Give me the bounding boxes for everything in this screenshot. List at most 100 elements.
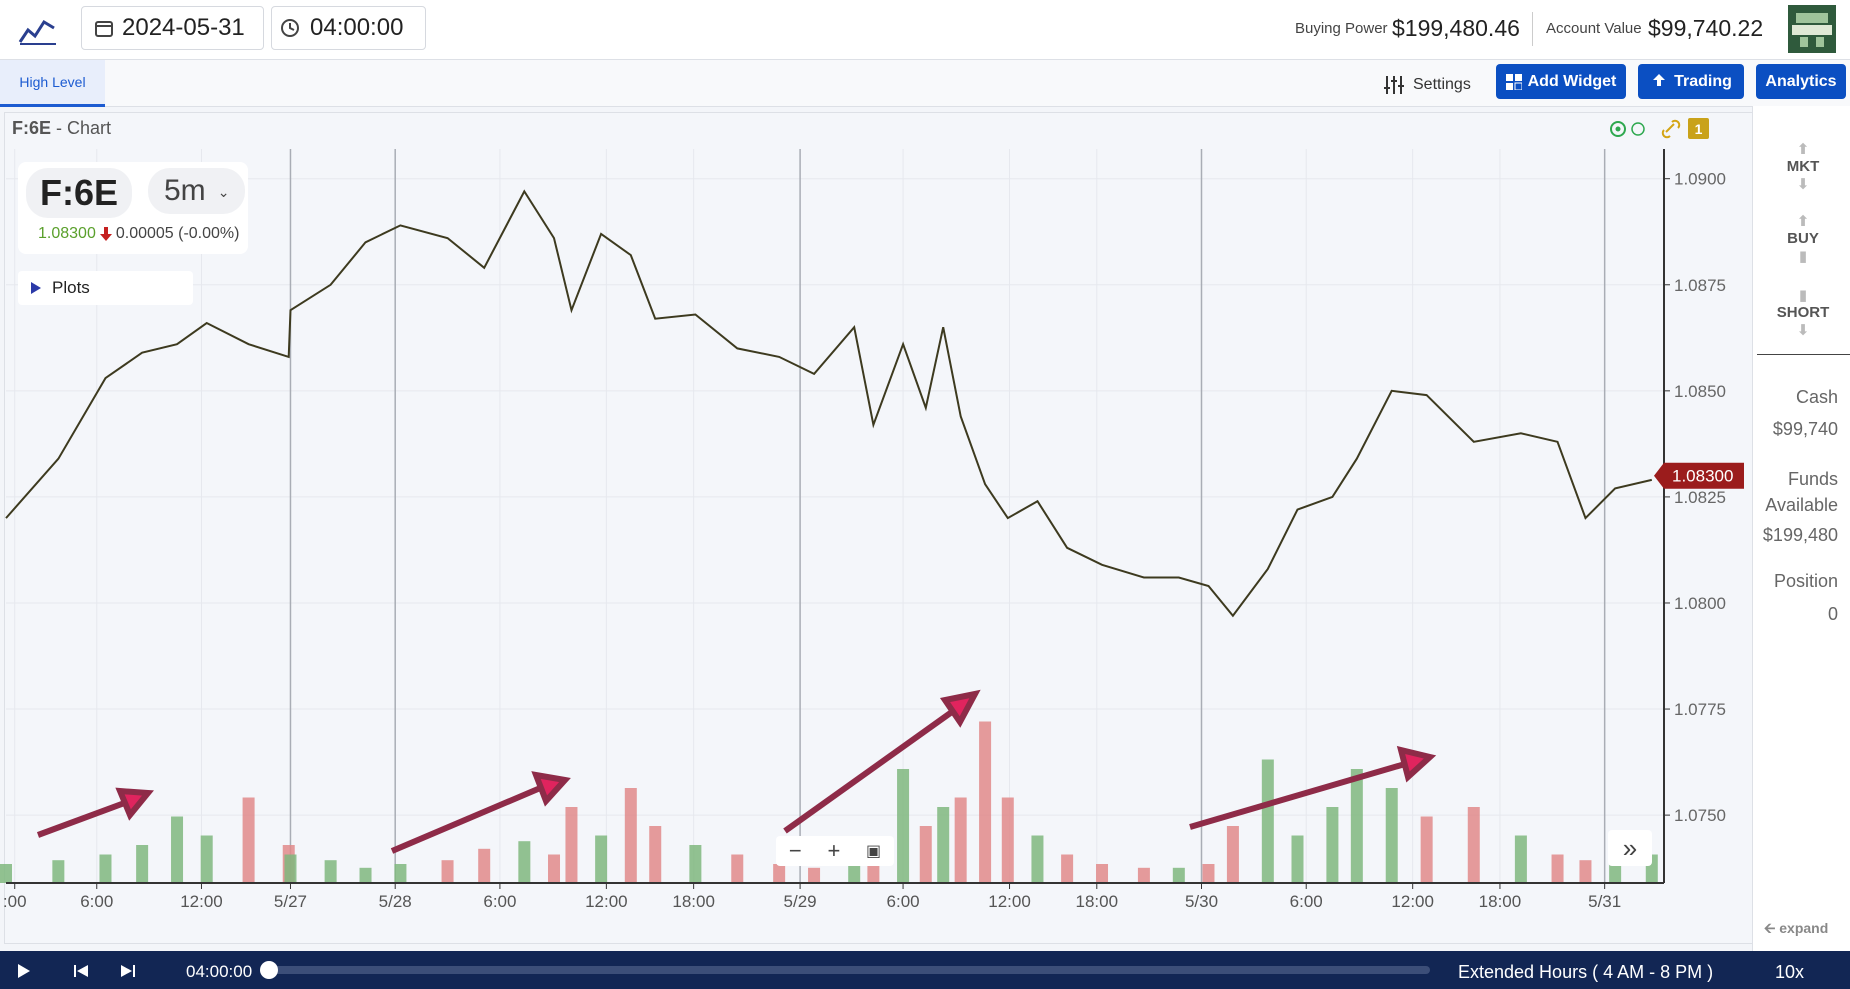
buy-button[interactable]: ⬆ BUY ▮ <box>1756 212 1850 265</box>
tab-label: High Level <box>19 74 86 90</box>
interval-selector[interactable]: 5m ⌄ <box>148 168 246 214</box>
x-tick-label: 18:00 <box>1076 892 1119 911</box>
volume-bar <box>808 867 821 883</box>
account-value-label: Account Value <box>1546 20 1642 37</box>
zoom-out[interactable]: − <box>788 838 802 863</box>
funds-label: Funds Available <box>1765 469 1838 515</box>
zoom-reset[interactable]: ▣ <box>866 843 882 860</box>
date-picker[interactable]: 2024-05-31 <box>81 6 264 50</box>
hours-selector[interactable]: Extended Hours ( 4 AM - 8 PM ) <box>1458 962 1714 982</box>
down-arrow <box>99 227 112 241</box>
x-tick-label: :00 <box>3 892 27 911</box>
volume-bar <box>99 854 112 883</box>
widget-icon <box>1505 73 1522 90</box>
volume-bar <box>284 854 297 883</box>
trading-button[interactable]: Trading <box>1638 64 1744 99</box>
axes: 1.0900 1.0875 1.0850 1.0825 1.0800 1.0775 1.07… <box>3 149 1744 911</box>
price <box>5 189 1653 618</box>
expand-button[interactable]: 🡨 expand <box>1764 920 1829 936</box>
up-arrow: ⬆ <box>1796 213 1810 230</box>
volume-bar <box>1061 854 1074 883</box>
volume-bar <box>0 864 12 883</box>
add-widget-button[interactable]: Add Widget <box>1496 64 1626 99</box>
y-tick-label: 1.0825 <box>1674 488 1726 507</box>
speed-selector[interactable]: 10x <box>1775 962 1805 982</box>
chart-panel <box>4 112 1754 944</box>
volume-bar <box>1551 854 1564 883</box>
short-button[interactable]: ▮ SHORT ⬇ <box>1756 286 1850 339</box>
volume-bar <box>848 864 861 883</box>
x-tick-label: 12:00 <box>1391 892 1434 911</box>
volume-bar <box>1172 867 1185 883</box>
price-line <box>5 189 1653 618</box>
timeline-track[interactable] <box>268 966 1430 974</box>
volume-bar <box>919 826 932 883</box>
timeline-handle[interactable] <box>260 961 278 979</box>
volume-bar <box>649 826 662 883</box>
x-tick-label: 5/29 <box>784 892 817 911</box>
volume-bar <box>52 860 65 883</box>
mkt-button[interactable]: ⬆ MKT ⬇ <box>1756 140 1850 193</box>
legend-symbol: F:6E <box>26 168 133 218</box>
dropdown-caret: ⌄ <box>217 183 230 200</box>
y-tick-label: 1.0800 <box>1674 594 1726 613</box>
settings-label: Settings <box>1413 76 1471 93</box>
funds: $199,480 <box>1762 525 1838 545</box>
avatar[interactable] <box>1788 5 1836 53</box>
zoom-in[interactable]: + <box>827 838 841 863</box>
mkt-label: MKT <box>1786 158 1820 175</box>
volume-bar <box>548 854 561 883</box>
legend-price: 1.08300 <box>38 225 96 242</box>
x-tick-label: 5/27 <box>274 892 307 911</box>
annotation-arrows <box>36 689 1437 854</box>
step-back[interactable] <box>74 965 88 977</box>
bar: ▮ <box>1798 248 1808 265</box>
play-icon <box>31 282 41 294</box>
settings-button[interactable]: Settings <box>1383 70 1471 100</box>
volume-bar <box>1420 816 1433 883</box>
x-tick-label: 6:00 <box>887 892 920 911</box>
grid <box>6 149 1664 883</box>
play-button[interactable] <box>18 964 30 978</box>
panel-symbol: F:6E <box>12 118 52 138</box>
volume-bar <box>171 816 184 883</box>
volume-bar <box>731 854 744 883</box>
analytics-button[interactable]: Analytics <box>1756 64 1846 99</box>
clock-icon <box>281 19 299 37</box>
up-arrow: ⬆ <box>1796 141 1810 158</box>
panel-suffix: - Chart <box>51 118 112 138</box>
plots-toggle[interactable]: Plots <box>18 271 193 305</box>
short-label: SHORT <box>1776 304 1830 321</box>
step-forward[interactable] <box>121 965 135 977</box>
time-picker[interactable]: 04:00:00 <box>271 6 426 50</box>
scroll-latest[interactable]: » <box>1608 830 1652 866</box>
sidebar <box>1752 106 1850 951</box>
volume-bar <box>518 841 531 883</box>
link-badge: 1 <box>1688 118 1709 139</box>
settings-icon <box>1384 76 1404 94</box>
zoom-controls: − + ▣ <box>776 836 894 866</box>
position: 0 <box>1827 604 1838 624</box>
down-arrow: ⬇ <box>1796 176 1810 193</box>
volume-bar <box>441 860 454 883</box>
plots-label: Plots <box>52 278 90 297</box>
link-icon[interactable] <box>1660 118 1682 140</box>
volume-bar <box>478 848 491 883</box>
interval: 5m <box>164 174 206 207</box>
date: 2024-05-31 <box>122 14 245 41</box>
x-tick-label: 18:00 <box>1479 892 1522 911</box>
cash: $99,740 <box>1772 419 1838 439</box>
tab[interactable]: High Level <box>0 60 105 107</box>
x-tick-label: 12:00 <box>180 892 223 911</box>
chart: 1.0900 1.0875 1.0850 1.0825 1.0800 1.0775 1.07… <box>0 149 1744 911</box>
volume-bar <box>324 860 337 883</box>
logo <box>18 19 56 45</box>
position-label: Position <box>1773 571 1838 591</box>
cash-label: Cash <box>1795 387 1838 407</box>
volume-bar <box>595 835 608 883</box>
volume-bar <box>1096 864 1109 883</box>
buy-label: BUY <box>1787 230 1819 247</box>
volume-bar <box>1001 797 1014 883</box>
x-tick-label: 12:00 <box>988 892 1031 911</box>
